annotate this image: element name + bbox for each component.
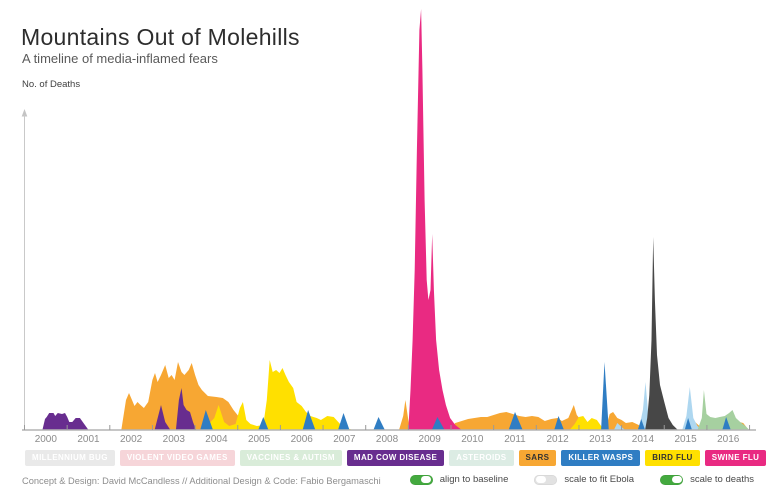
toggle-controls: align to baseline scale to fit Ebola scale… xyxy=(409,474,754,485)
area-killer_wasps[interactable] xyxy=(200,410,213,430)
toggle-label: scale to fit Ebola xyxy=(564,474,635,485)
year-label-2009: 2009 xyxy=(418,434,441,445)
year-label-2007: 2007 xyxy=(333,434,356,445)
year-label-2015: 2015 xyxy=(674,434,697,445)
legend-item-sars[interactable]: SARS xyxy=(518,450,557,466)
toggle-switch-icon[interactable] xyxy=(660,474,684,485)
legend-item-vaccines_autism[interactable]: VACCINES & AUTISM xyxy=(239,450,342,466)
area-mers[interactable] xyxy=(638,382,655,430)
area-killer_wasps[interactable] xyxy=(258,417,269,430)
year-label-2012: 2012 xyxy=(546,434,569,445)
area-killer_wasps[interactable] xyxy=(431,417,445,430)
year-label-2016: 2016 xyxy=(717,434,740,445)
area-mad_cow_disease[interactable] xyxy=(154,405,171,430)
area-zika[interactable] xyxy=(697,390,750,430)
area-killer_wasps[interactable] xyxy=(373,417,385,430)
x-axis-ticks xyxy=(24,425,751,430)
toggle-knob xyxy=(671,476,682,483)
year-label-2004: 2004 xyxy=(205,434,228,445)
legend-item-bird_flu[interactable]: BIRD FLU xyxy=(645,450,700,466)
legend: MILLENNIUM BUG VIOLENT VIDEO GAMES VACCINE… xyxy=(25,450,768,466)
chart-areas xyxy=(42,9,750,430)
legend-item-killer_wasps[interactable]: KILLER WASPS xyxy=(561,450,641,466)
area-killer_wasps[interactable] xyxy=(554,416,564,430)
legend-item-violent_video_games[interactable]: VIOLENT VIDEO GAMES xyxy=(119,450,235,466)
year-label-2013: 2013 xyxy=(589,434,612,445)
area-bird_flu[interactable] xyxy=(569,416,605,430)
toggle-switch-icon[interactable] xyxy=(534,474,558,485)
year-label-2006: 2006 xyxy=(290,434,313,445)
area-swine_flu[interactable] xyxy=(408,9,462,430)
year-label-2005: 2005 xyxy=(247,434,271,445)
area-mad_cow_disease[interactable] xyxy=(175,388,196,430)
area-killer_wasps[interactable] xyxy=(508,412,523,430)
toggle-knob xyxy=(421,476,432,483)
toggle-label: scale to deaths xyxy=(690,474,754,485)
year-label-2010: 2010 xyxy=(461,434,484,445)
toggle-scale-to-deaths[interactable]: scale to deaths xyxy=(660,474,754,485)
year-label-2011: 2011 xyxy=(504,434,526,445)
year-label-2003: 2003 xyxy=(162,434,185,445)
year-label-2014: 2014 xyxy=(631,434,655,445)
area-mers[interactable] xyxy=(682,387,702,430)
year-label-2000: 2000 xyxy=(34,434,57,445)
area-mad_cow_disease[interactable] xyxy=(42,413,89,430)
toggle-knob xyxy=(535,476,546,483)
legend-item-swine_flu[interactable]: SWINE FLU xyxy=(704,450,767,466)
legend-item-asteroids[interactable]: ASTEROIDS xyxy=(449,450,514,466)
toggle-scale-to-fit-Ebola[interactable]: scale to fit Ebola xyxy=(534,474,634,485)
area-killer_wasps[interactable] xyxy=(684,418,692,430)
page-subtitle: A timeline of media-inflamed fears xyxy=(22,51,218,66)
area-killer_wasps[interactable] xyxy=(601,362,609,430)
area-bird_flu[interactable] xyxy=(202,360,353,430)
area-killer_wasps[interactable] xyxy=(338,413,350,430)
area-killer_wasps[interactable] xyxy=(722,417,731,430)
year-label-2008: 2008 xyxy=(375,434,399,445)
legend-item-millennium_bug[interactable]: MILLENNIUM BUG xyxy=(25,450,115,466)
area-ebola[interactable] xyxy=(645,237,678,430)
year-label-2002: 2002 xyxy=(120,434,143,445)
year-label-2001: 2001 xyxy=(77,434,100,445)
page-title: Mountains Out of Molehills xyxy=(21,24,300,50)
legend-item-mad_cow_disease[interactable]: MAD COW DISEASE xyxy=(346,450,445,466)
toggle-switch-icon[interactable] xyxy=(409,474,433,485)
area-sars[interactable] xyxy=(399,400,411,430)
area-killer_wasps[interactable] xyxy=(302,410,316,430)
area-killer_wasps[interactable] xyxy=(637,419,646,430)
area-mers[interactable] xyxy=(613,423,625,430)
credit-line: Concept & Design: David McCandless // Ad… xyxy=(22,476,381,486)
toggle-label: align to baseline xyxy=(439,474,509,485)
area-sars[interactable] xyxy=(605,412,646,430)
y-axis-label: No. of Deaths xyxy=(22,79,81,90)
toggle-align-to-baseline[interactable]: align to baseline xyxy=(409,474,509,485)
y-axis-arrow-icon xyxy=(21,109,28,117)
